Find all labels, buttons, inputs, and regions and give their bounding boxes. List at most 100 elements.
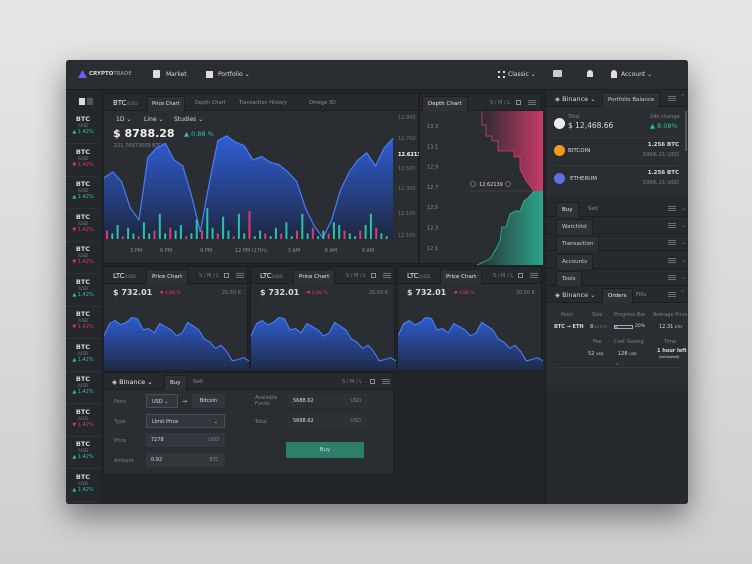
section-watchlist[interactable]: Watchlist ⌄ (546, 217, 688, 234)
price-input[interactable]: 7278 USD (146, 433, 225, 447)
exchange-dropdown[interactable]: ◈ Binance ⌄ (555, 95, 596, 103)
menu-icon[interactable] (668, 223, 676, 228)
expand-row-icon[interactable]: ⌄ (615, 360, 621, 367)
pair-to-field[interactable]: Bitcoin (192, 394, 225, 408)
exchange-dropdown[interactable]: ◈ Binance ⌄ (555, 291, 596, 299)
nav-market[interactable]: Market (166, 71, 187, 78)
buy-button[interactable]: Buy (286, 442, 364, 458)
tab-sell[interactable]: Sell (588, 206, 598, 212)
zoom-in-icon[interactable] (505, 181, 511, 187)
expand-icon[interactable]: ⌄ (681, 222, 687, 229)
ticker-item[interactable]: BTC /USD ▼ 1.42% (66, 405, 100, 437)
portfolio-change: ▲ 8.08% (650, 122, 678, 130)
tab-sell[interactable]: Sell (193, 379, 203, 385)
size-toggle[interactable]: S / M / L (346, 273, 366, 279)
ticker-item[interactable]: BTC /USD ▼ 1.42% (66, 145, 100, 177)
menu-icon[interactable] (528, 100, 536, 105)
arrow-up-icon: ▲ (72, 486, 77, 493)
tab-price-chart[interactable]: Price Chart (147, 96, 185, 111)
size-toggle[interactable]: S / M / L (490, 100, 510, 106)
logo-icon (78, 70, 87, 78)
size-toggle[interactable]: S / M / L (342, 379, 362, 385)
price-chart[interactable]: 12.900 12.700 12.500 12.300 12.100 12.100 12.6… (104, 111, 420, 265)
tab-buy[interactable]: Buy (556, 202, 579, 217)
menu-icon[interactable] (668, 257, 676, 263)
layout-classic-dropdown[interactable]: Classic ⌄ (508, 71, 536, 78)
order-type-select[interactable]: Limit Price ⌄ (146, 414, 225, 428)
chart-type-dropdown[interactable]: Line ⌄ (144, 116, 164, 123)
popout-icon[interactable] (516, 100, 521, 105)
menu-icon[interactable] (236, 273, 244, 278)
tab-transaction-history[interactable]: Transaction History (239, 100, 287, 106)
size-unit: /40 ETH (593, 325, 607, 329)
expand-icon[interactable]: ⌄ (681, 273, 687, 281)
menu-icon[interactable] (382, 379, 390, 384)
windows-icon[interactable] (553, 70, 562, 77)
ticker-item[interactable]: BTC /USD ▲ 1.42% (66, 470, 100, 502)
menu-icon[interactable] (530, 273, 538, 278)
ticker-item[interactable]: BTC /USD ▲ 1.42% (66, 177, 100, 209)
studies-dropdown[interactable]: Studies ⌄ (174, 116, 204, 123)
popout-icon[interactable] (371, 273, 376, 278)
ticker-change: 1.42% (77, 161, 94, 168)
mini-price-chart[interactable] (251, 267, 396, 371)
ticker-item[interactable]: BTC /USD ▲ 1.42% (66, 112, 100, 144)
section-label[interactable]: Tools (556, 270, 582, 286)
expand-icon[interactable]: ⌄ (681, 256, 687, 264)
tab-depth-chart[interactable]: Depth Chart (195, 100, 226, 106)
amount-input[interactable]: 0.92 BTC (146, 453, 225, 467)
account-menu[interactable]: Account ⌄ (621, 71, 653, 78)
zoom-out-icon[interactable] (470, 181, 476, 187)
ticker-item[interactable]: BTC /USD ▼ 1.42% (66, 242, 100, 274)
nav-portfolio[interactable]: Portfolio ⌄ (218, 71, 250, 78)
section-label[interactable]: Accounts (556, 253, 594, 269)
pair-from-select[interactable]: USD ⌄ (146, 394, 178, 408)
depth-y-tick: 12.5 (427, 205, 438, 211)
depth-y-tick: 13.1 (427, 144, 438, 150)
popout-icon[interactable] (370, 379, 375, 384)
popout-icon[interactable] (518, 273, 523, 278)
collapse-icon[interactable]: ˄ (681, 94, 684, 101)
depth-chart[interactable]: 13.313.112.912.712.512.312.111.912.62139 (420, 111, 543, 265)
popout-icon[interactable] (224, 273, 229, 278)
tab-fills[interactable]: Fills (636, 292, 647, 298)
section-label[interactable]: Transaction (556, 236, 600, 252)
tab-orders[interactable]: Orders (602, 288, 633, 303)
tab-price-chart[interactable]: Price Chart (440, 269, 483, 284)
interval-dropdown[interactable]: 1D ⌄ (116, 116, 132, 123)
tab-omega-3d[interactable]: Omega 3D (309, 100, 336, 106)
tab-price-chart[interactable]: Price Chart (293, 269, 336, 284)
tab-depth-chart-title[interactable]: Depth Chart (422, 96, 468, 111)
exchange-dropdown[interactable]: ◈ Binance ⌄ (112, 378, 153, 386)
grid-view-icon[interactable] (87, 98, 93, 105)
mini-price-chart[interactable] (398, 267, 543, 371)
menu-icon[interactable] (668, 292, 676, 297)
section-tools[interactable]: Tools ⌄ (546, 268, 688, 286)
ticker-item[interactable]: BTC /USD ▼ 1.42% (66, 210, 100, 242)
tab-buy[interactable]: Buy (164, 375, 187, 390)
list-view-icon[interactable] (79, 98, 85, 105)
menu-icon[interactable] (668, 96, 676, 101)
ticker-item[interactable]: BTC /USD ▲ 1.42% (66, 340, 100, 372)
expand-icon[interactable]: ⌄ (681, 239, 687, 247)
expand-icon[interactable]: ⌄ (681, 205, 687, 212)
ticker-item[interactable]: BTC /USD ▲ 1.42% (66, 275, 100, 307)
tab-price-chart[interactable]: Price Chart (146, 269, 189, 284)
menu-icon[interactable] (668, 240, 676, 246)
ticker-item[interactable]: BTC /USD ▲ 1.42% (66, 372, 100, 404)
collapse-icon[interactable]: ˄ (681, 290, 684, 297)
menu-icon[interactable] (668, 206, 676, 211)
size-toggle[interactable]: S / M / L (493, 273, 513, 279)
section-accounts[interactable]: Accounts ⌄ (546, 251, 688, 269)
section-label[interactable]: Watchlist (556, 219, 594, 234)
tab-portfolio-balance[interactable]: Portfolio Balance (602, 92, 661, 107)
x-tick-label: 9 PM (200, 248, 212, 254)
mini-price-chart[interactable] (104, 267, 249, 371)
bell-icon[interactable] (587, 70, 593, 77)
menu-icon[interactable] (668, 274, 676, 280)
menu-icon[interactable] (383, 273, 391, 278)
section-transaction[interactable]: Transaction ⌄ (546, 234, 688, 252)
ticker-item[interactable]: BTC /USD ▼ 1.42% (66, 307, 100, 339)
ticker-item[interactable]: BTC /USD ▲ 1.42% (66, 437, 100, 469)
size-toggle[interactable]: S / M / L (199, 273, 219, 279)
